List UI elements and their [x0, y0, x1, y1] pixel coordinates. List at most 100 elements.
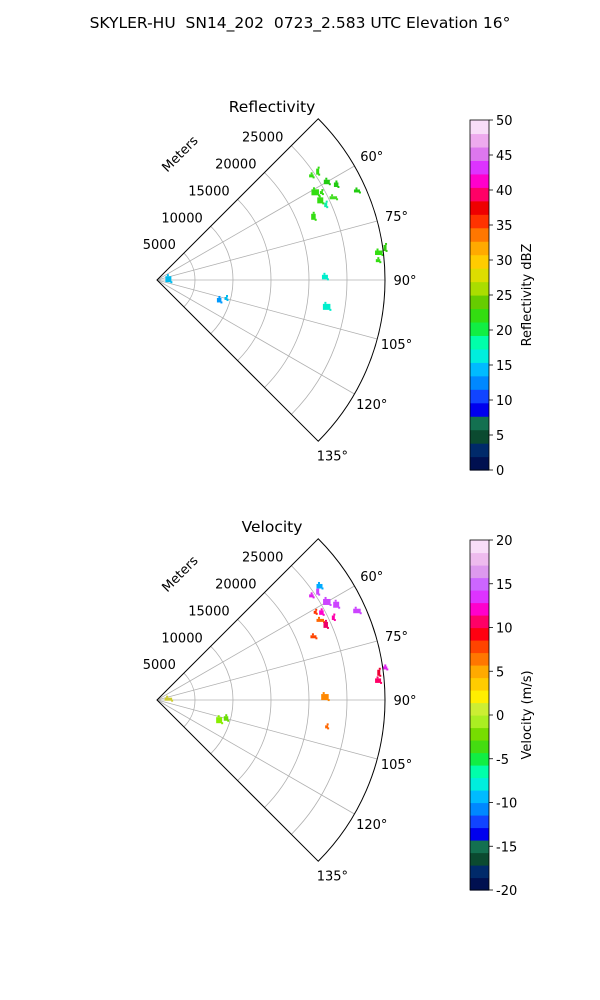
colorbar-segment [470, 652, 489, 666]
echo-point [311, 213, 316, 220]
colorbar-segment [470, 840, 489, 854]
echo-point [225, 714, 228, 717]
echo-point [315, 612, 318, 615]
radial-tick-label: 15000 [188, 184, 229, 199]
colorbar-tick-label: -20 [496, 884, 517, 899]
echo-point [310, 592, 313, 595]
colorbar-label: Reflectivity dBZ [520, 244, 535, 347]
echo-point [376, 676, 379, 679]
echo-point [216, 717, 223, 724]
echo-point [164, 697, 173, 701]
colorbar-segment [470, 790, 489, 804]
radial-tick-label: 15000 [188, 604, 229, 619]
echo-point [328, 183, 331, 186]
colorbar-segment [470, 456, 489, 471]
echo-point [323, 621, 328, 628]
echo-point [379, 674, 382, 677]
colorbar-segment [470, 627, 489, 641]
colorbar-segment [470, 254, 489, 269]
echo-point [314, 218, 317, 221]
echo-point [317, 581, 320, 584]
colorbar-segment [470, 295, 489, 310]
echo-point [323, 598, 331, 605]
echo-point [333, 613, 336, 616]
radial-axis-label: Meters [160, 553, 202, 595]
colorbar-tick-label: -15 [496, 840, 517, 855]
echo-point [386, 668, 389, 671]
colorbar-segment [470, 214, 489, 229]
echo-point [383, 244, 387, 251]
colorbar-segment [470, 362, 489, 377]
echo-point [326, 626, 329, 629]
echo-point [315, 608, 318, 611]
colorbar-tick-label: 20 [496, 324, 513, 339]
radial-tick-label: 20000 [215, 578, 256, 593]
colorbar-tick-label: 15 [496, 359, 513, 374]
colorbar-tick-label: 35 [496, 219, 513, 234]
echo-point [322, 692, 325, 695]
angle-tick-label: 105° [381, 338, 412, 353]
echo-point [226, 294, 229, 297]
echo-point [171, 699, 174, 702]
panel-title: Velocity [242, 518, 303, 536]
spoke-120 [156, 699, 355, 815]
echo-point [315, 637, 318, 640]
echo-point [313, 610, 317, 614]
figure-title: SKYLER-HU SN14_202 0723_2.583 UTC Elevat… [89, 14, 511, 32]
echo-point [325, 725, 329, 729]
velocity-panel: Velocity 5000 10000 15000 20000 25000 Meters 60… [143, 518, 535, 899]
colorbar-segment [470, 187, 489, 202]
echo-point [338, 606, 341, 609]
echo-point [312, 596, 315, 599]
echo-point [321, 193, 324, 196]
sector-frame [156, 118, 386, 442]
angle-tick-label: 105° [381, 758, 412, 773]
echo-point [379, 261, 382, 264]
angle-tick-label: 90° [393, 694, 416, 709]
echo-point [359, 612, 362, 615]
echo-point [323, 620, 326, 623]
spoke-120 [156, 279, 355, 395]
echo-point [166, 695, 169, 698]
colorbar-segment [470, 241, 489, 256]
colorbar-segment [470, 308, 489, 323]
colorbar-segment [470, 677, 489, 691]
echo-point [382, 666, 388, 670]
colorbar-segment [470, 727, 489, 741]
echo-point [310, 635, 317, 639]
colorbar-tick-label: -5 [496, 753, 509, 768]
echo-point [316, 168, 320, 175]
angle-tick-label: 60° [360, 150, 383, 165]
echo-point [381, 254, 384, 257]
echo-point [312, 176, 315, 179]
colorbar-tick-label: 20 [496, 534, 513, 549]
echo-point [317, 194, 320, 197]
echo-point [333, 619, 336, 622]
echo-point [385, 249, 388, 252]
echo-point [331, 615, 335, 621]
colorbar-segment [470, 375, 489, 390]
echo-point [358, 191, 361, 194]
colorbar-tick-label: 25 [496, 289, 513, 304]
echo-point [323, 179, 330, 185]
echo-point [321, 274, 328, 280]
colorbar-label: Velocity (m/s) [520, 670, 535, 759]
colorbar-segment [470, 335, 489, 350]
echo-point [385, 242, 388, 245]
echo-point [221, 722, 224, 725]
echo-point [333, 601, 340, 608]
colorbar-segment [470, 389, 489, 404]
colorbar-segment [470, 173, 489, 188]
colorbar-segment [470, 865, 489, 879]
echo-point [333, 182, 339, 187]
echo-point [318, 195, 321, 198]
radial-tick-label: 5000 [143, 658, 176, 673]
echo-point [324, 619, 327, 622]
echo-point [319, 610, 324, 615]
echo-point [353, 608, 361, 614]
spoke-75 [156, 220, 378, 281]
echo-point [321, 587, 324, 590]
echo-point [309, 594, 314, 598]
colorbar-segment [470, 577, 489, 591]
